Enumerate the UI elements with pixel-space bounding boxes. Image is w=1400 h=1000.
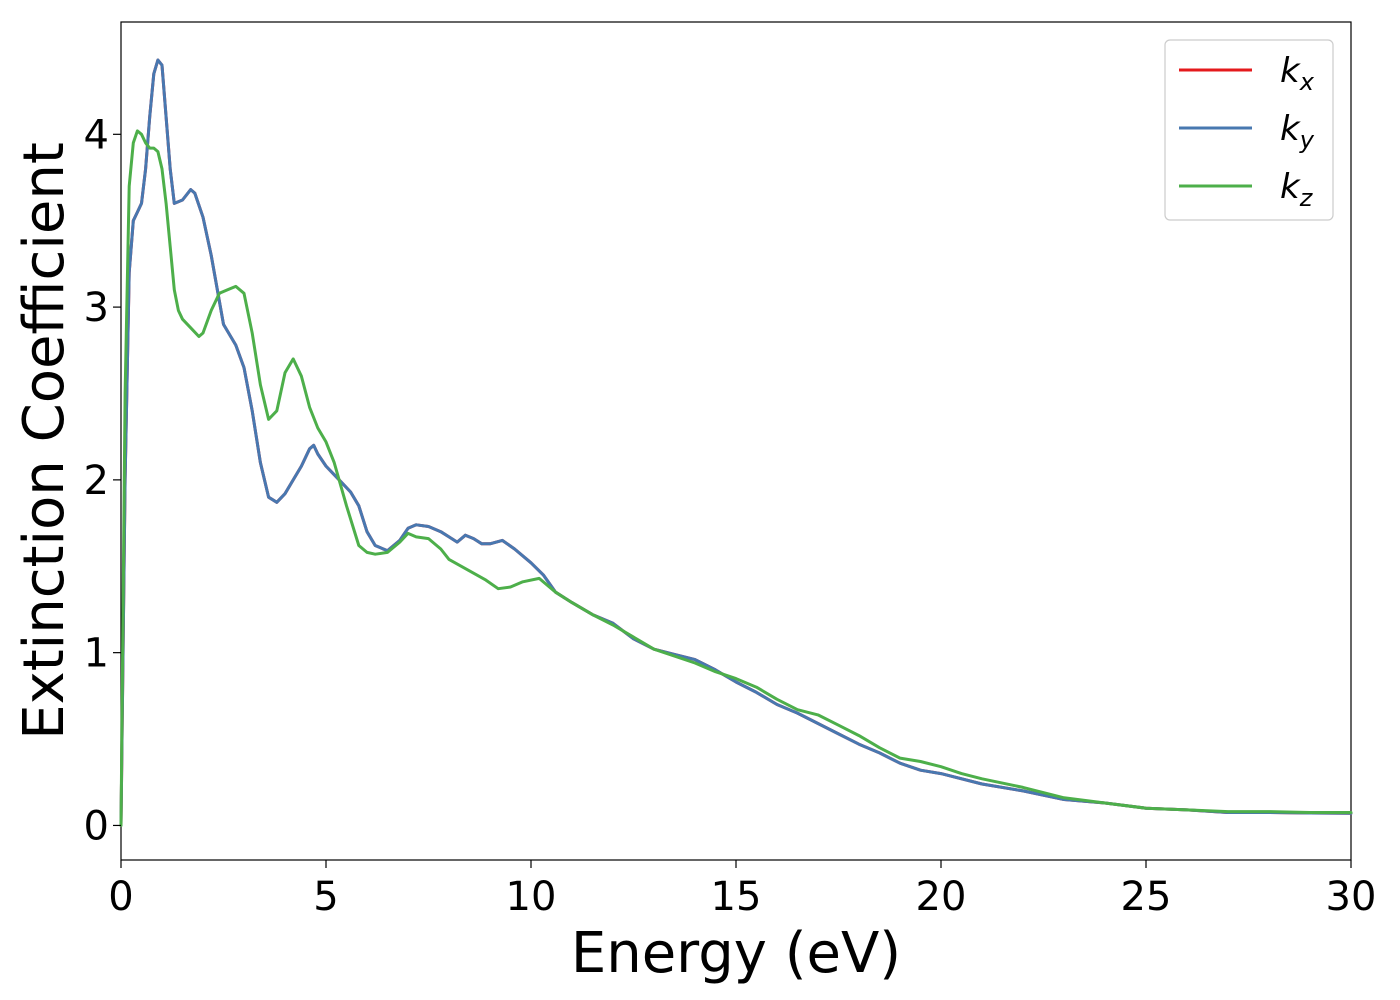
x-tick-label: 20 <box>916 874 967 920</box>
legend-label-subscript: y <box>1299 126 1315 154</box>
legend-label-x: kx <box>1280 51 1315 96</box>
legend-label-subscript: z <box>1299 184 1314 212</box>
ticks-layer: 0 5 10 15 20 25 30 0 1 2 3 4 <box>84 112 1377 920</box>
y-tick-label: 3 <box>84 285 109 331</box>
legend-label-z: kz <box>1280 167 1314 212</box>
legend-box <box>1164 39 1334 221</box>
y-tick-label: 1 <box>84 631 109 677</box>
legend-label-base: k <box>1280 109 1301 149</box>
x-tick-label: 5 <box>313 874 338 920</box>
series-layer <box>119 58 1353 827</box>
x-tick-label: 30 <box>1326 874 1377 920</box>
legend-label-subscript: x <box>1299 68 1315 96</box>
legend-label-y: ky <box>1280 109 1315 154</box>
x-tick-label: 0 <box>108 874 133 920</box>
x-axis-label: Energy (eV) <box>571 921 901 986</box>
x-tick-label: 15 <box>711 874 762 920</box>
y-tick-label: 4 <box>84 112 109 158</box>
legend-label-base: k <box>1280 167 1301 207</box>
series-line-z <box>119 129 1353 827</box>
series-line-y <box>119 58 1353 827</box>
x-tick-label: 10 <box>506 874 557 920</box>
y-axis-label: Extinction Coefficient <box>12 142 77 740</box>
y-tick-label: 0 <box>84 803 109 849</box>
x-tick-label: 25 <box>1121 874 1172 920</box>
legend-label-base: k <box>1280 51 1301 91</box>
y-tick-label: 2 <box>84 458 109 504</box>
